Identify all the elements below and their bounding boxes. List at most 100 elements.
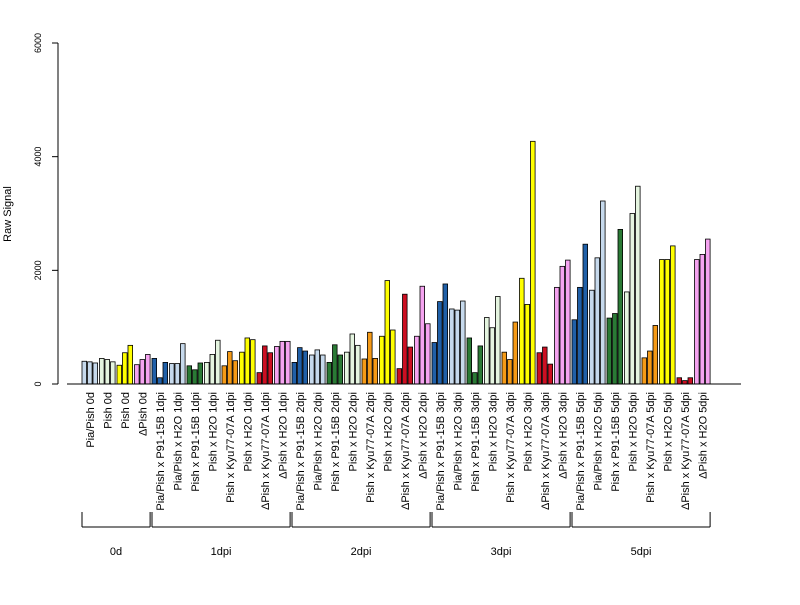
bar	[687, 377, 693, 385]
bar	[431, 342, 437, 385]
x-tick-label: Pia/Pish x H2O 1dpi	[172, 392, 184, 490]
x-tick-label: Pish x H2O 2dpi	[347, 392, 359, 471]
bar	[454, 309, 460, 385]
bar	[489, 327, 495, 385]
bar	[460, 300, 466, 385]
bar	[542, 346, 548, 385]
bar	[530, 140, 536, 385]
bar	[215, 339, 221, 385]
bar	[291, 362, 297, 385]
bar	[256, 372, 262, 385]
x-tick-label: Pish x P91-15B 5dpi	[610, 392, 622, 492]
bar	[361, 358, 367, 385]
y-tick-label: 6000	[33, 33, 43, 53]
bar	[519, 277, 525, 385]
x-tick-label: Pish x P91-15B 3dpi	[470, 392, 482, 492]
bar	[676, 377, 682, 385]
bar	[629, 213, 635, 385]
bar	[87, 361, 93, 385]
bar	[425, 323, 431, 385]
y-tick-label: 0	[33, 381, 43, 386]
x-tick-label: Pia/Pish x P91-15B 2dpi	[295, 392, 307, 511]
bar	[571, 319, 577, 385]
x-tick-label: Pish x H2O 1dpi	[207, 392, 219, 471]
bar	[536, 352, 542, 385]
bar	[589, 289, 595, 385]
bar	[501, 351, 507, 385]
x-tick-labels: Pia/Pish 0d Pish 0d Pish 0d ΔPish 0d Pia/Pis…	[85, 392, 709, 511]
x-tick-label: ΔPish x Kyu77-07A 1dpi	[260, 392, 272, 510]
bar	[466, 337, 472, 385]
bar	[332, 344, 338, 385]
bar	[314, 349, 320, 385]
bar	[670, 245, 676, 385]
bar	[594, 257, 600, 385]
y-axis-label: Raw Signal	[2, 186, 14, 242]
group-brackets: 0d 1dpi 2dpi 3dpi 5dpi	[81, 512, 711, 558]
bar	[227, 351, 233, 385]
x-tick-label: ΔPish x H2O 2dpi	[417, 392, 429, 479]
bar	[577, 286, 583, 385]
x-tick-label: Pia/Pish x H2O 3dpi	[452, 392, 464, 490]
x-tick-label: ΔPish x H2O 3dpi	[557, 392, 569, 479]
bar	[559, 265, 565, 385]
bar	[232, 360, 238, 385]
bar	[449, 308, 455, 385]
y-tick-label: 4000	[33, 147, 43, 167]
bar	[402, 293, 408, 385]
x-tick-label: Pish x Kyu77-07A 1dpi	[225, 392, 237, 503]
bar	[355, 344, 361, 385]
x-tick-label: ΔPish x H2O 5dpi	[697, 392, 709, 479]
bar	[472, 372, 478, 385]
bar	[116, 364, 122, 385]
x-tick-label: ΔPish x Kyu77-07A 2dpi	[400, 392, 412, 510]
x-tick-label: ΔPish x H2O 1dpi	[277, 392, 289, 479]
x-tick-label: Pish x Kyu77-07A 3dpi	[505, 392, 517, 503]
bar	[326, 362, 332, 385]
x-tick-label: Pia/Pish x H2O 5dpi	[592, 392, 604, 490]
bar	[337, 354, 343, 385]
bar	[384, 280, 390, 385]
bar	[122, 352, 128, 385]
bar	[309, 354, 315, 385]
bar	[274, 346, 280, 385]
x-tick-label: Pish x Kyu77-07A 5dpi	[645, 392, 657, 503]
bar	[151, 358, 157, 385]
bar	[221, 365, 227, 385]
bar	[262, 345, 268, 385]
bar	[617, 229, 623, 385]
bars	[81, 140, 711, 385]
bar	[507, 359, 513, 385]
bar	[250, 339, 256, 385]
x-tick-label: Pia/Pish x H2O 2dpi	[312, 392, 324, 490]
bar	[442, 283, 448, 385]
bar	[664, 259, 670, 385]
bar	[635, 185, 641, 385]
x-tick-label: Pish x H2O 3dpi	[487, 392, 499, 471]
bar	[302, 350, 308, 385]
x-tick-label: Pish x H2O 3dpi	[522, 392, 534, 471]
bar	[652, 325, 658, 385]
bar	[484, 317, 490, 385]
bar	[145, 354, 151, 385]
bar	[606, 317, 612, 385]
x-tick-label: Pia/Pish x P91-15B 1dpi	[155, 392, 167, 511]
bar	[344, 351, 350, 385]
bar	[495, 296, 501, 385]
x-tick-label: ΔPish x Kyu77-07A 5dpi	[680, 392, 692, 510]
bar	[244, 337, 250, 385]
bar	[197, 362, 203, 385]
x-tick-label: ΔPish 0d	[137, 392, 149, 436]
bar	[682, 380, 688, 385]
bar	[180, 343, 186, 385]
bar	[104, 359, 110, 385]
bar	[600, 200, 606, 385]
x-tick-label: Pia/Pish x P91-15B 3dpi	[435, 392, 447, 511]
bar	[174, 363, 180, 385]
bar	[390, 329, 396, 385]
group-label: 3dpi	[491, 546, 512, 558]
bar	[407, 346, 413, 385]
bar	[209, 354, 215, 385]
group-label: 0d	[110, 546, 122, 558]
